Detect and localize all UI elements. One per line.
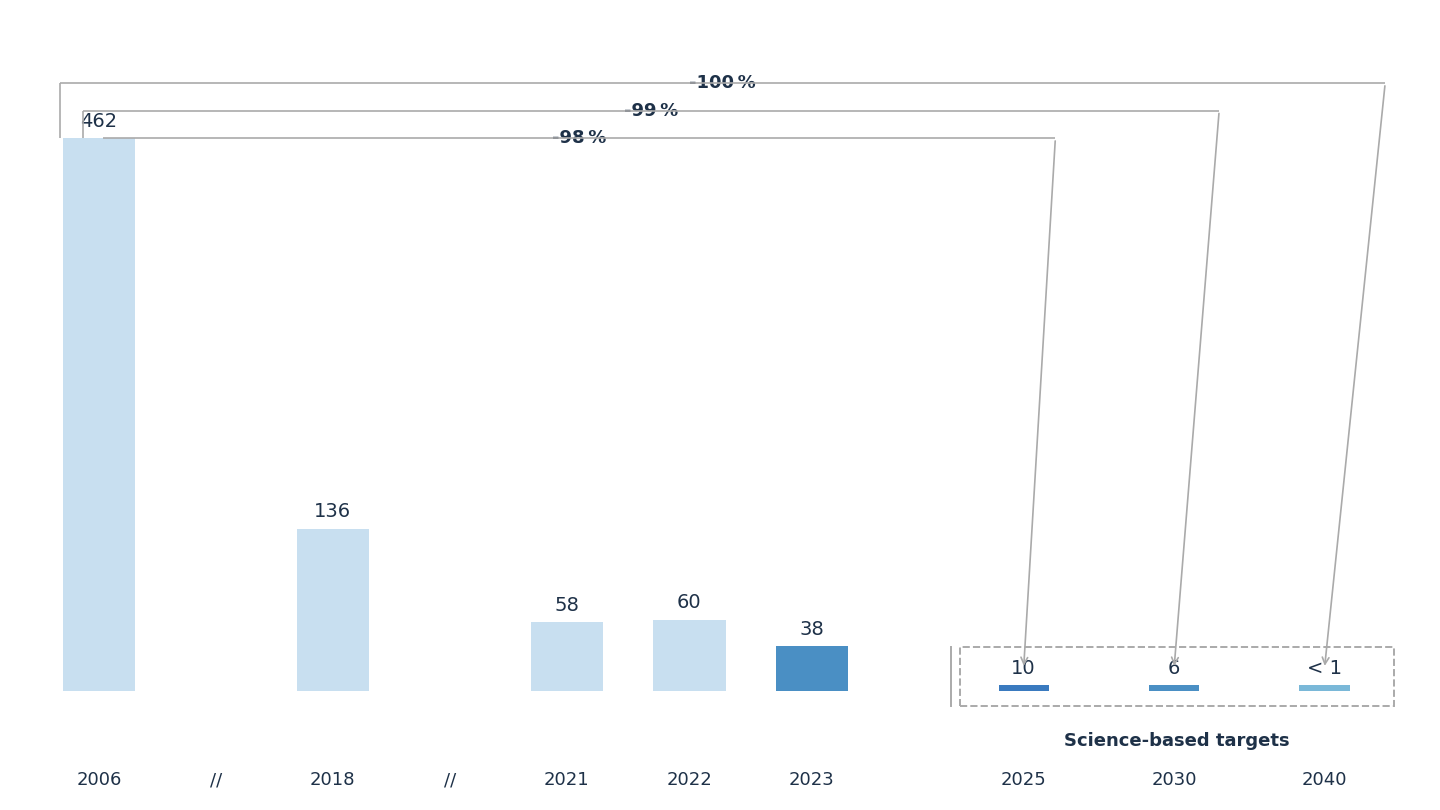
Text: 60: 60 [677,594,701,612]
Text: 58: 58 [554,596,579,615]
Bar [1149,685,1200,692]
Text: < 1: < 1 [1308,659,1342,678]
Bar [1299,685,1349,692]
Text: Science-based targets: Science-based targets [1064,732,1290,750]
Text: 6: 6 [1168,659,1181,678]
Text: 462: 462 [81,112,118,131]
Bar [998,685,1048,692]
Text: 136: 136 [314,502,351,522]
Text: 10: 10 [1011,659,1035,678]
Bar [654,620,726,692]
Bar [62,139,135,692]
Text: -100 %: -100 % [690,74,756,92]
Bar [776,646,848,692]
Text: 38: 38 [799,620,824,639]
Bar [530,622,603,692]
Text: -98 %: -98 % [552,129,606,147]
Text: -99 %: -99 % [624,101,678,120]
Bar [959,647,1394,706]
Bar [297,529,369,692]
